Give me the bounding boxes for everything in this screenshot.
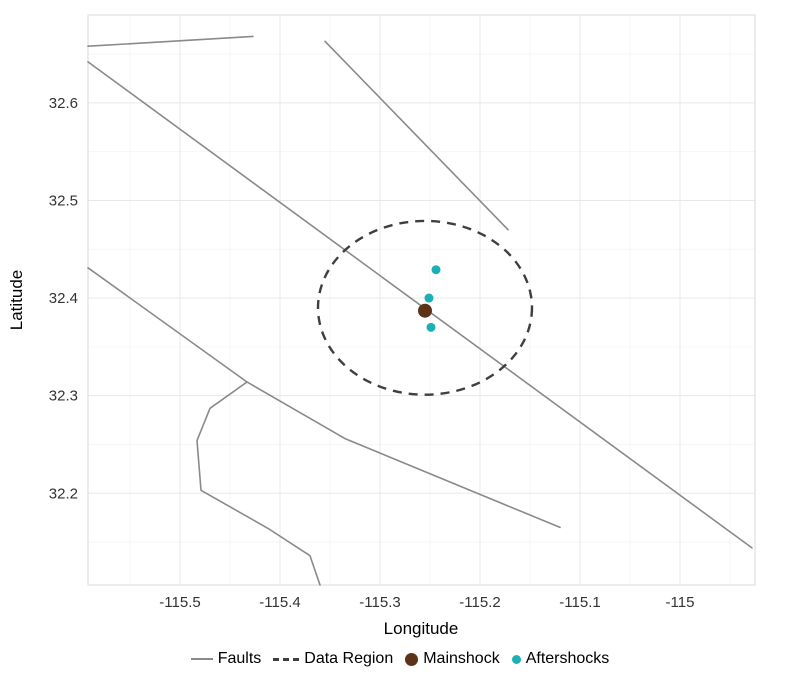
legend-item-faults: Faults	[190, 650, 262, 668]
fault-line	[87, 266, 561, 529]
y-tick-labels: 32.2 32.3 32.4 32.5 32.6	[49, 95, 78, 502]
faults-line-swatch	[190, 658, 213, 660]
legend-label-aftershocks: Aftershocks	[525, 650, 610, 667]
fault-lines	[87, 35, 753, 586]
x-tick-label: -115.5	[159, 594, 200, 611]
y-tick-label: 32.5	[49, 192, 78, 209]
mainshock-point	[418, 303, 432, 318]
y-tick-label: 32.6	[49, 95, 78, 112]
panel-border	[87, 14, 756, 586]
aftershock-point	[426, 322, 436, 332]
aftershock-points	[424, 265, 441, 332]
aftershock-point	[431, 265, 441, 275]
legend-label-data-region: Data Region	[304, 650, 394, 667]
y-tick-label: 32.2	[49, 485, 78, 502]
fault-line	[324, 40, 509, 231]
x-tick-label: -115.3	[359, 594, 400, 611]
mainshock-dot-swatch	[405, 652, 419, 666]
y-tick-label: 32.4	[49, 290, 78, 307]
x-tick-label: -115.2	[459, 594, 500, 611]
fault-line	[87, 35, 254, 48]
legend-item-aftershocks: Aftershocks	[511, 650, 610, 668]
aftershocks-dot-swatch	[511, 654, 521, 664]
x-tick-label: -115.4	[259, 594, 300, 611]
x-tick-label: -115	[666, 594, 695, 611]
legend: Faults Data Region Mainshock Aftershocks	[0, 644, 800, 674]
mainshock-point	[418, 303, 432, 318]
legend-label-mainshock: Mainshock	[423, 650, 500, 667]
x-axis-title: Longitude	[384, 619, 459, 638]
x-tick-labels: -115.5 -115.4 -115.3 -115.2 -115.1 -115	[159, 594, 694, 611]
legend-label-faults: Faults	[217, 650, 262, 667]
y-tick-label: 32.3	[49, 388, 78, 405]
fault-line	[196, 381, 321, 586]
x-tick-label: -115.1	[559, 594, 600, 611]
minor-gridlines	[88, 15, 755, 585]
data-region-ellipse	[316, 219, 534, 396]
data-region-dash-swatch	[273, 657, 300, 661]
fault-line	[87, 61, 753, 549]
major-gridlines	[88, 15, 755, 585]
aftershock-point	[424, 293, 434, 303]
legend-item-data-region: Data Region	[273, 650, 393, 668]
legend-item-mainshock: Mainshock	[405, 650, 500, 668]
y-axis-title: Latitude	[7, 270, 26, 331]
